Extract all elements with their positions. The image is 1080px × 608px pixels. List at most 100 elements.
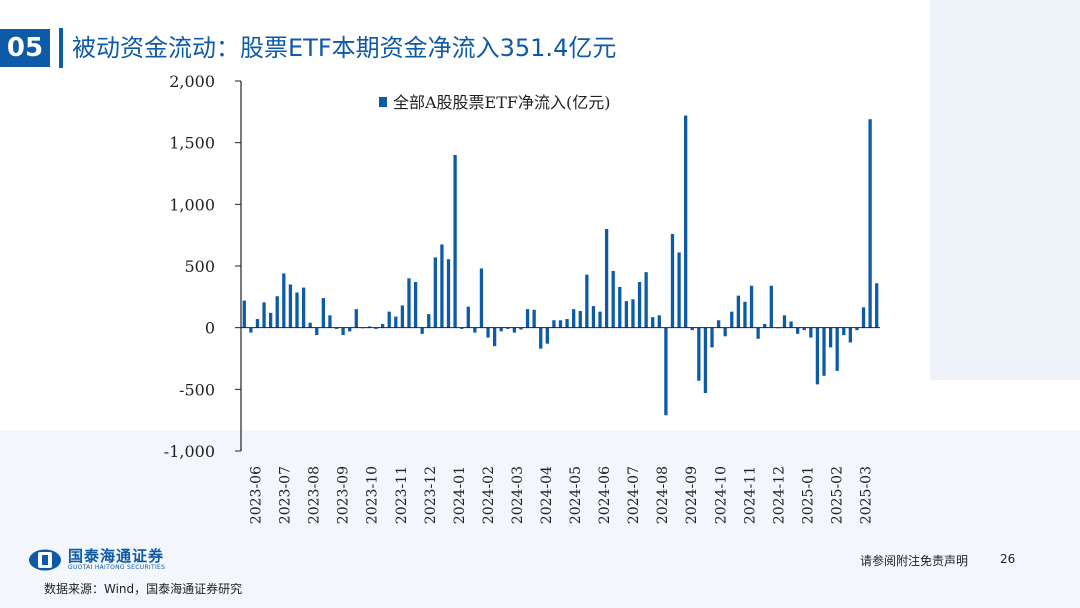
bar bbox=[848, 327, 852, 343]
bar bbox=[789, 321, 793, 328]
bar bbox=[413, 282, 418, 328]
bar bbox=[842, 327, 846, 336]
bar bbox=[262, 302, 266, 328]
bar bbox=[769, 285, 773, 328]
title-divider bbox=[59, 28, 63, 68]
bar bbox=[460, 327, 464, 329]
bar bbox=[275, 296, 279, 328]
bar bbox=[875, 283, 879, 328]
x-tick-label: 2023-07 bbox=[278, 466, 294, 524]
y-tick-label: 1,000 bbox=[169, 195, 215, 214]
bar bbox=[249, 327, 253, 333]
bar bbox=[644, 272, 648, 328]
bar bbox=[822, 327, 826, 376]
bar bbox=[677, 252, 681, 328]
slide-number-badge: 05 bbox=[0, 29, 50, 67]
bar bbox=[499, 327, 503, 332]
bar bbox=[321, 298, 325, 328]
x-tick-label: 2024-01 bbox=[452, 466, 468, 524]
y-tick-label: 500 bbox=[184, 257, 215, 276]
bar bbox=[558, 320, 563, 328]
x-tick-label: 2025-03 bbox=[859, 466, 875, 524]
bar bbox=[796, 327, 800, 334]
background-panel-bottom bbox=[0, 430, 1080, 608]
bar bbox=[578, 311, 582, 328]
bar bbox=[308, 322, 312, 328]
bar bbox=[394, 316, 398, 328]
bar bbox=[552, 320, 556, 328]
bar bbox=[466, 306, 470, 328]
legend-swatch bbox=[379, 97, 387, 107]
bar bbox=[380, 323, 385, 328]
bar bbox=[341, 327, 345, 336]
bar bbox=[367, 326, 372, 328]
bar bbox=[374, 327, 378, 329]
company-logo: 国泰海通证券 GUOTAI HAITONG SECURITIES bbox=[28, 548, 165, 572]
x-tick-label: 2024-03 bbox=[510, 466, 526, 524]
x-tick-label: 2025-02 bbox=[829, 466, 845, 524]
x-tick-label: 2024-05 bbox=[568, 466, 584, 524]
disclaimer-link[interactable]: 请参阅附注免责声明 bbox=[860, 554, 969, 568]
bar bbox=[585, 274, 589, 328]
x-tick-label: 2023-10 bbox=[365, 466, 381, 524]
x-tick-label: 2024-02 bbox=[481, 466, 497, 524]
bars bbox=[242, 115, 879, 416]
bar bbox=[855, 327, 859, 331]
bar bbox=[618, 286, 622, 328]
bar bbox=[611, 270, 615, 328]
bar bbox=[565, 319, 569, 328]
bar bbox=[519, 327, 523, 330]
bar bbox=[354, 309, 358, 328]
x-tick-label: 2024-10 bbox=[713, 466, 729, 524]
y-tick-label: -500 bbox=[179, 380, 215, 399]
bar bbox=[473, 327, 477, 333]
bar bbox=[427, 314, 431, 328]
bar bbox=[664, 327, 668, 416]
bar bbox=[545, 327, 549, 344]
y-axis: 2,000 1,500 1,000 500 0 -500 -1,000 bbox=[164, 72, 242, 461]
x-tick-label: 2023-11 bbox=[394, 466, 410, 524]
bar bbox=[334, 327, 339, 329]
bar bbox=[730, 311, 734, 328]
bar bbox=[604, 229, 609, 328]
y-tick-label: -1,000 bbox=[164, 442, 215, 461]
bar bbox=[861, 307, 866, 328]
bar bbox=[828, 327, 833, 348]
bar bbox=[756, 327, 760, 339]
logo-name-en: GUOTAI HAITONG SECURITIES bbox=[68, 564, 166, 571]
bar bbox=[387, 311, 391, 328]
bar bbox=[269, 312, 273, 328]
bar bbox=[525, 309, 530, 328]
bar bbox=[763, 323, 767, 328]
bar bbox=[532, 309, 536, 328]
bar bbox=[242, 300, 246, 328]
bar bbox=[723, 327, 727, 337]
bar bbox=[492, 327, 497, 347]
bar bbox=[637, 282, 642, 328]
x-tick-label: 2025-01 bbox=[800, 466, 816, 524]
bar bbox=[348, 327, 352, 332]
bar bbox=[407, 278, 411, 328]
bar bbox=[749, 285, 754, 328]
bar bbox=[684, 115, 688, 328]
bar bbox=[591, 306, 596, 328]
bar bbox=[815, 327, 820, 385]
bar bbox=[295, 292, 299, 328]
bar bbox=[736, 295, 741, 328]
x-tick-label: 2024-04 bbox=[539, 466, 555, 524]
bar bbox=[697, 327, 701, 381]
bar bbox=[288, 284, 293, 328]
x-tick-label: 2023-08 bbox=[307, 466, 323, 524]
logo-name-cn: 国泰海通证券 bbox=[68, 547, 165, 565]
bar bbox=[631, 299, 635, 328]
y-tick-label: 2,000 bbox=[169, 72, 215, 91]
bar bbox=[328, 315, 332, 328]
bar bbox=[703, 327, 708, 394]
bar bbox=[400, 305, 405, 328]
x-tick-label: 2024-06 bbox=[597, 466, 613, 524]
x-tick-label: 2024-08 bbox=[655, 466, 671, 524]
legend: 全部A股股票ETF净流入(亿元) bbox=[379, 93, 611, 112]
bar bbox=[282, 273, 286, 328]
x-axis: 2023-06 2023-07 2023-08 2023-09 2023-10 2023-… bbox=[241, 327, 880, 524]
